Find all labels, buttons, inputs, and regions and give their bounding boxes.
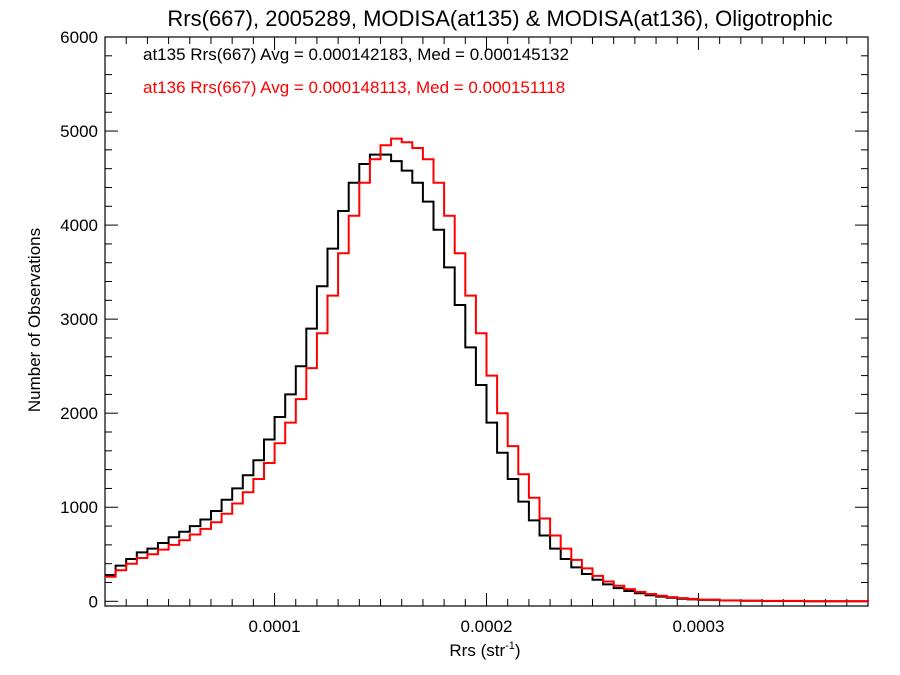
x-axis-label: Rrs (str-1) bbox=[449, 640, 520, 660]
axis-tick-labels: 0.0001 0.0002 0.0003 0 1000 2000 3000 4000 5000 6… bbox=[60, 28, 724, 636]
legend-entry-at135: at135 Rrs(667) Avg = 0.000142183, Med = … bbox=[143, 45, 569, 64]
plot-frame bbox=[104, 36, 869, 607]
y-tick-label: 1000 bbox=[60, 498, 98, 517]
x-tick-label: 0.0002 bbox=[461, 617, 513, 636]
series-line-at136 bbox=[105, 137, 869, 603]
axis-ticks bbox=[105, 36, 869, 606]
y-tick-label: 6000 bbox=[60, 28, 98, 47]
y-tick-label: 3000 bbox=[60, 310, 98, 329]
y-tick-label: 5000 bbox=[60, 122, 98, 141]
x-axis-label-end: ) bbox=[515, 641, 521, 660]
legend-entry-at136: at136 Rrs(667) Avg = 0.000148113, Med = … bbox=[143, 78, 565, 97]
x-axis-label-base: Rrs (str bbox=[449, 641, 505, 660]
y-tick-label: 4000 bbox=[60, 216, 98, 235]
series-lines bbox=[105, 137, 869, 603]
x-axis-label-superscript: -1 bbox=[505, 640, 515, 652]
y-tick-label: 2000 bbox=[60, 404, 98, 423]
y-tick-label: 0 bbox=[89, 592, 98, 611]
series-line-at135 bbox=[105, 153, 869, 603]
y-axis-label: Number of Observations bbox=[25, 228, 44, 412]
x-tick-label: 0.0003 bbox=[672, 617, 724, 636]
chart-title: Rrs(667), 2005289, MODISA(at135) & MODIS… bbox=[167, 6, 832, 31]
x-tick-label: 0.0001 bbox=[249, 617, 301, 636]
